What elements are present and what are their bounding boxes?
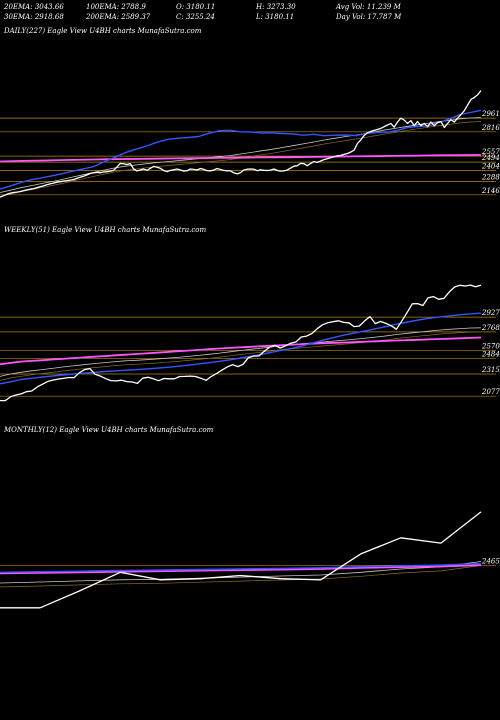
- weekly-ema-slow-line: [0, 336, 482, 366]
- weekly-ema-other-line: [0, 327, 482, 377]
- monthly-ema-slow-line: [0, 564, 482, 575]
- ema100-value: 100EMA: 2788.9: [86, 3, 146, 11]
- weekly-price-line: [0, 284, 482, 402]
- monthly-ema-other-line: [0, 561, 482, 584]
- daily-panel-title: DAILY(227) Eagle View U4BH charts Munafa…: [4, 27, 202, 35]
- daily-ema-fast-line: [0, 109, 482, 190]
- weekly-level-label: 2927: [481, 309, 500, 317]
- daily-level-label: 2404: [481, 163, 500, 171]
- open-value: O: 3180.11: [176, 3, 216, 11]
- monthly-ema-fast-line: [0, 562, 482, 573]
- weekly-panel-title: WEEKLY(51) Eagle View U4BH charts Munafa…: [4, 226, 207, 234]
- ema20-value: 20EMA: 3043.66: [4, 3, 64, 11]
- ema30-value: 30EMA: 2918.68: [4, 13, 64, 21]
- daily-level-label: 2146: [481, 187, 500, 195]
- weekly-level-label: 2570: [481, 342, 500, 350]
- weekly-level-label: 2768: [481, 324, 500, 332]
- daily-ema-slow-line: [0, 154, 482, 163]
- monthly-ema-other-band-line: [0, 565, 482, 588]
- weekly-level-label: 2484: [481, 350, 500, 358]
- daily-level-label: 2288: [481, 173, 500, 181]
- daily-level-label: 2557: [481, 148, 500, 156]
- daily-level-label: 2816: [481, 124, 500, 132]
- daily-level-label: 2494: [481, 154, 500, 162]
- low-value: L: 3180.11: [256, 13, 295, 21]
- weekly-level-label: 2315: [481, 366, 500, 374]
- monthly-panel-title: MONTHLY(12) Eagle View U4BH charts Munaf…: [4, 426, 214, 434]
- daily-price-line: [0, 90, 482, 198]
- close-value: C: 3255.24: [176, 13, 215, 21]
- weekly-level-label: 2077: [481, 388, 500, 396]
- high-value: H: 3273.30: [256, 3, 296, 11]
- monthly-level-label: 2465: [481, 557, 500, 565]
- daily-ema-other-line: [0, 117, 482, 193]
- weekly-ema-fast-line: [0, 312, 482, 385]
- ema200-value: 200EMA: 2589.37: [86, 13, 151, 21]
- monthly-price-line: [0, 511, 482, 609]
- weekly-ema-other-band-line: [0, 331, 482, 381]
- day-vol-value: Day Vol: 17.787 M: [336, 13, 402, 21]
- avg-vol-value: Avg Vol: 11.239 M: [336, 3, 401, 11]
- daily-level-label: 2961: [481, 110, 500, 118]
